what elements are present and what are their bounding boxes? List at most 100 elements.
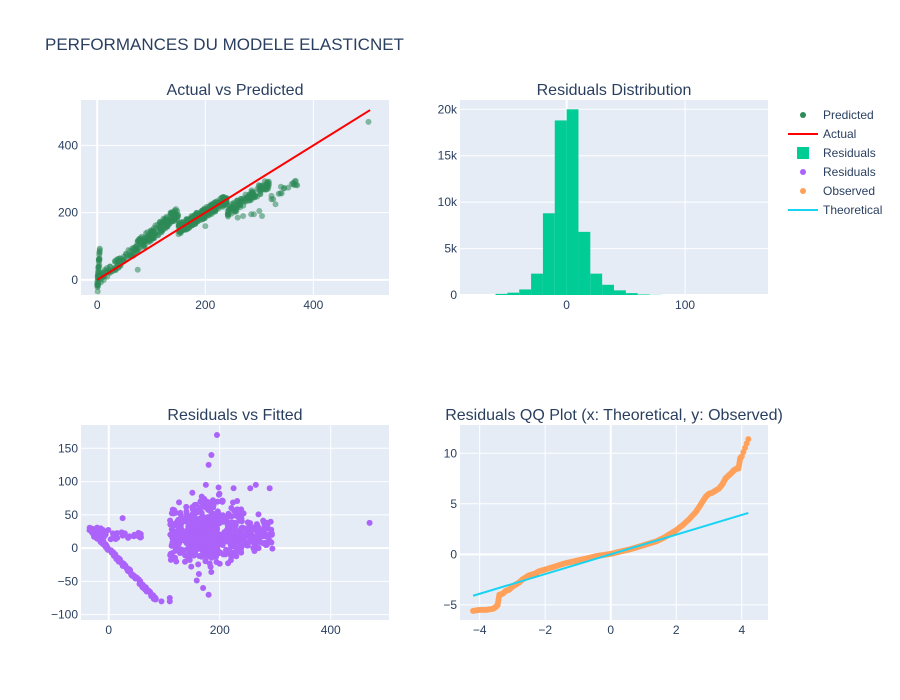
data-point	[192, 539, 199, 546]
data-point	[206, 536, 213, 543]
data-point	[229, 499, 236, 506]
data-point	[206, 560, 213, 567]
data-point	[228, 513, 235, 520]
y-tick-label: 10	[444, 446, 458, 460]
data-point	[166, 595, 173, 602]
y-tick-label: 150	[58, 441, 78, 455]
data-point	[247, 520, 254, 527]
data-point	[91, 533, 98, 540]
data-point	[259, 182, 266, 189]
histogram-bar	[554, 120, 567, 295]
data-point	[202, 504, 209, 511]
data-point	[193, 577, 200, 584]
legend-item[interactable]: Residuals	[800, 165, 876, 179]
y-tick-label: 0	[71, 273, 78, 287]
data-point	[266, 485, 273, 492]
data-point	[172, 206, 179, 213]
data-point	[207, 507, 214, 514]
y-tick-label: 200	[58, 206, 78, 220]
gridlines	[81, 425, 389, 620]
legend-item[interactable]: Observed	[800, 184, 875, 198]
data-point	[206, 546, 213, 553]
tick-labels: 0 100 0 5k 10k 15k 20k	[438, 102, 696, 312]
data-point	[215, 491, 222, 498]
data-point	[228, 504, 235, 511]
data-point	[188, 563, 195, 570]
data-point	[237, 198, 244, 205]
legend-marker	[800, 188, 806, 194]
data-point	[125, 534, 132, 541]
data-point	[182, 558, 189, 565]
data-point	[738, 453, 745, 460]
data-point	[183, 508, 190, 515]
figure-title: PERFORMANCES DU MODELE ELASTICNET	[45, 35, 404, 54]
data-point	[189, 489, 196, 496]
data-point	[234, 203, 241, 210]
legend-marker	[797, 147, 809, 159]
legend[interactable]: Predicted Actual Residuals Residuals Observe…	[788, 108, 882, 217]
data-point	[167, 521, 174, 528]
data-point	[185, 550, 192, 557]
x-tick-label: 200	[195, 298, 215, 312]
data-point	[288, 181, 295, 188]
x-tick-label: 4	[738, 623, 745, 637]
histogram-bar	[542, 213, 555, 295]
y-tick-label: 100	[58, 475, 78, 489]
data-point	[194, 509, 201, 516]
data-point	[242, 525, 249, 532]
data-point	[185, 523, 192, 530]
data-point	[208, 569, 215, 576]
data-point	[95, 256, 102, 263]
data-point	[173, 558, 180, 565]
data-point	[103, 265, 110, 272]
legend-item[interactable]: Residuals	[797, 146, 876, 160]
data-point	[255, 545, 262, 552]
x-tick-label: −4	[473, 623, 487, 637]
data-point	[177, 511, 184, 518]
data-point	[255, 511, 262, 518]
data-point	[119, 515, 126, 522]
data-point	[233, 529, 240, 536]
data-point	[202, 481, 209, 488]
legend-item[interactable]: Theoretical	[788, 203, 882, 217]
subplot-residuals-vs-fitted: 0 200 400 −100 −50 0 50 100 150 Residuals vs Fit…	[51, 407, 389, 637]
data-point	[239, 537, 246, 544]
legend-label: Residuals	[823, 146, 876, 160]
data-point	[177, 517, 184, 524]
data-point	[250, 194, 257, 201]
histogram-bar	[625, 293, 638, 295]
x-tick-label: 400	[303, 298, 323, 312]
data-point	[250, 211, 257, 218]
plot-area	[460, 100, 768, 295]
data-point	[198, 493, 205, 500]
data-point	[158, 598, 165, 605]
data-point	[294, 182, 301, 189]
data-point	[216, 560, 223, 567]
legend-item[interactable]: Predicted	[800, 108, 874, 122]
data-point	[124, 566, 131, 573]
data-point	[240, 510, 247, 517]
legend-item[interactable]: Actual	[788, 127, 856, 141]
legend-label: Predicted	[823, 108, 874, 122]
data-point	[218, 540, 225, 547]
data-point	[128, 572, 135, 579]
data-point	[233, 553, 240, 560]
data-point	[197, 532, 204, 539]
data-point	[123, 253, 130, 260]
x-tick-label: 100	[675, 298, 695, 312]
data-point	[97, 527, 104, 534]
data-point	[225, 213, 232, 220]
data-point	[198, 504, 205, 511]
data-point	[172, 509, 179, 516]
data-point	[133, 243, 140, 250]
histogram-bar	[519, 289, 532, 295]
histogram-bar	[602, 284, 614, 295]
data-point	[212, 538, 219, 545]
data-point	[176, 532, 183, 539]
data-point	[366, 519, 373, 526]
data-point	[247, 485, 254, 492]
data-point	[269, 545, 276, 552]
data-point	[167, 556, 174, 563]
histogram-bar	[566, 109, 579, 296]
